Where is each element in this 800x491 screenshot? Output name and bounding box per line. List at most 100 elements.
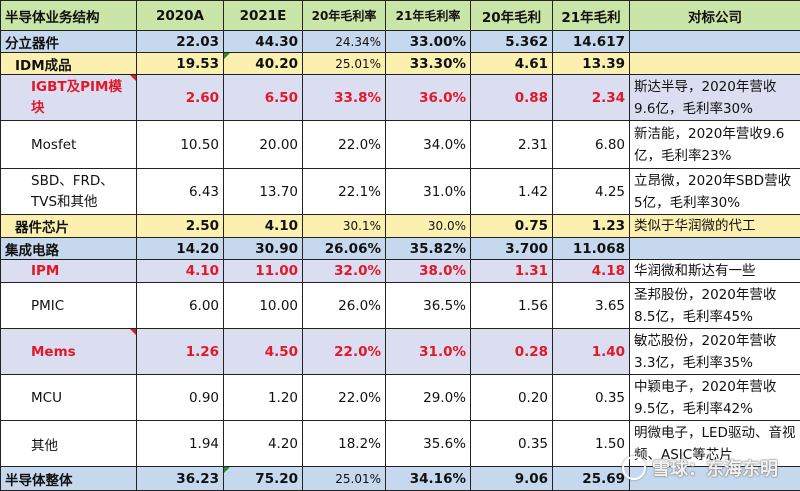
value-cell[interactable]: 75.20 (223, 466, 303, 491)
value-cell[interactable]: 36.0% (385, 74, 471, 121)
value-cell[interactable]: 6.80 (552, 120, 630, 169)
value-cell[interactable]: 33.00% (385, 30, 471, 53)
value-cell[interactable]: 1.20 (223, 374, 303, 421)
value-cell[interactable]: 25.69 (552, 466, 630, 491)
value-cell[interactable]: 1.23 (552, 214, 630, 238)
row-name-cell[interactable]: 器件芯片 (0, 214, 137, 238)
value-cell[interactable]: 1.26 (136, 328, 224, 375)
row-name-cell[interactable]: IPM (0, 259, 137, 283)
ref-cell[interactable]: 新洁能，2020年营收9.6亿，毛利率23% (629, 120, 800, 169)
value-cell[interactable]: 0.90 (136, 374, 224, 421)
value-cell[interactable]: 25.01% (302, 52, 386, 75)
value-cell[interactable]: 18.2% (302, 420, 386, 467)
row-name-cell[interactable]: IDM成品 (0, 52, 137, 75)
value-cell[interactable]: 1.94 (136, 420, 224, 467)
value-cell[interactable]: 10.00 (223, 282, 303, 329)
value-cell[interactable]: 13.39 (552, 52, 630, 75)
row-name-cell[interactable]: Mems (0, 328, 137, 375)
ref-cell[interactable]: 明微电子，LED驱动、音视频、ASIC等芯片 (629, 420, 800, 467)
value-cell[interactable]: 13.70 (223, 168, 303, 215)
header-cell[interactable]: 2020A (136, 0, 224, 31)
value-cell[interactable]: 0.28 (470, 328, 553, 375)
value-cell[interactable]: 40.20 (223, 52, 303, 75)
ref-cell[interactable]: 中颖电子，2020年营收9.5亿，毛利率42% (629, 374, 800, 421)
ref-cell[interactable] (629, 466, 800, 491)
value-cell[interactable]: 22.1% (302, 168, 386, 215)
header-cell[interactable]: 2021E (223, 0, 303, 31)
row-name-cell[interactable]: 集成电路 (0, 237, 137, 260)
value-cell[interactable]: 29.0% (385, 374, 471, 421)
value-cell[interactable]: 0.88 (470, 74, 553, 121)
value-cell[interactable]: 22.0% (302, 374, 386, 421)
value-cell[interactable]: 2.31 (470, 120, 553, 169)
value-cell[interactable]: 14.617 (552, 30, 630, 53)
value-cell[interactable]: 34.16% (385, 466, 471, 491)
value-cell[interactable]: 9.06 (470, 466, 553, 491)
value-cell[interactable]: 4.61 (470, 52, 553, 75)
value-cell[interactable]: 4.10 (223, 214, 303, 238)
ref-cell[interactable] (629, 30, 800, 53)
value-cell[interactable]: 0.20 (470, 374, 553, 421)
value-cell[interactable]: 2.34 (552, 74, 630, 121)
value-cell[interactable]: 1.31 (470, 259, 553, 283)
value-cell[interactable]: 2.60 (136, 74, 224, 121)
row-name-cell[interactable]: 半导体整体 (0, 466, 137, 491)
header-cell[interactable]: 20年毛利率 (302, 0, 386, 31)
value-cell[interactable]: 4.50 (223, 328, 303, 375)
row-name-cell[interactable]: IGBT及PIM模块 (0, 74, 137, 121)
ref-cell[interactable]: 圣邦股份，2020年营收8.5亿，毛利率45% (629, 282, 800, 329)
ref-cell[interactable]: 华润微和斯达有一些 (629, 259, 800, 283)
row-name-cell[interactable]: SBD、FRD、TVS和其他 (0, 168, 137, 215)
value-cell[interactable]: 14.20 (136, 237, 224, 260)
value-cell[interactable]: 19.53 (136, 52, 224, 75)
value-cell[interactable]: 4.20 (223, 420, 303, 467)
value-cell[interactable]: 38.0% (385, 259, 471, 283)
value-cell[interactable]: 22.0% (302, 328, 386, 375)
value-cell[interactable]: 1.50 (552, 420, 630, 467)
header-cell[interactable]: 21年毛利 (552, 0, 630, 31)
value-cell[interactable]: 3.65 (552, 282, 630, 329)
ref-cell[interactable] (629, 52, 800, 75)
value-cell[interactable]: 0.35 (552, 374, 630, 421)
ref-cell[interactable]: 敏芯股份，2020年营收3.3亿，毛利率35% (629, 328, 800, 375)
value-cell[interactable]: 30.1% (302, 214, 386, 238)
value-cell[interactable]: 5.362 (470, 30, 553, 53)
value-cell[interactable]: 11.068 (552, 237, 630, 260)
ref-cell[interactable]: 类似于华润微的代工 (629, 214, 800, 238)
value-cell[interactable]: 1.42 (470, 168, 553, 215)
value-cell[interactable]: 4.25 (552, 168, 630, 215)
value-cell[interactable]: 33.30% (385, 52, 471, 75)
value-cell[interactable]: 4.10 (136, 259, 224, 283)
ref-cell[interactable]: 立昂微，2020年SBD营收5亿，毛利率30% (629, 168, 800, 215)
value-cell[interactable]: 0.35 (470, 420, 553, 467)
header-cell[interactable]: 对标公司 (629, 0, 800, 31)
value-cell[interactable]: 32.0% (302, 259, 386, 283)
value-cell[interactable]: 44.30 (223, 30, 303, 53)
value-cell[interactable]: 26.0% (302, 282, 386, 329)
value-cell[interactable]: 30.0% (385, 214, 471, 238)
value-cell[interactable]: 0.75 (470, 214, 553, 238)
ref-cell[interactable]: 斯达半导，2020年营收9.6亿，毛利率30% (629, 74, 800, 121)
value-cell[interactable]: 11.00 (223, 259, 303, 283)
value-cell[interactable]: 31.0% (385, 328, 471, 375)
value-cell[interactable]: 36.23 (136, 466, 224, 491)
value-cell[interactable]: 4.18 (552, 259, 630, 283)
value-cell[interactable]: 31.0% (385, 168, 471, 215)
row-name-cell[interactable]: Mosfet (0, 120, 137, 169)
header-cell[interactable]: 21年毛利率 (385, 0, 471, 31)
row-name-cell[interactable]: 其他 (0, 420, 137, 467)
value-cell[interactable]: 3.700 (470, 237, 553, 260)
value-cell[interactable]: 24.34% (302, 30, 386, 53)
value-cell[interactable]: 33.8% (302, 74, 386, 121)
row-name-cell[interactable]: 分立器件 (0, 30, 137, 53)
value-cell[interactable]: 20.00 (223, 120, 303, 169)
header-cell[interactable]: 20年毛利 (470, 0, 553, 31)
row-name-cell[interactable]: MCU (0, 374, 137, 421)
value-cell[interactable]: 25.01% (302, 466, 386, 491)
value-cell[interactable]: 22.03 (136, 30, 224, 53)
value-cell[interactable]: 1.40 (552, 328, 630, 375)
value-cell[interactable]: 2.50 (136, 214, 224, 238)
value-cell[interactable]: 22.0% (302, 120, 386, 169)
value-cell[interactable]: 1.56 (470, 282, 553, 329)
value-cell[interactable]: 35.82% (385, 237, 471, 260)
